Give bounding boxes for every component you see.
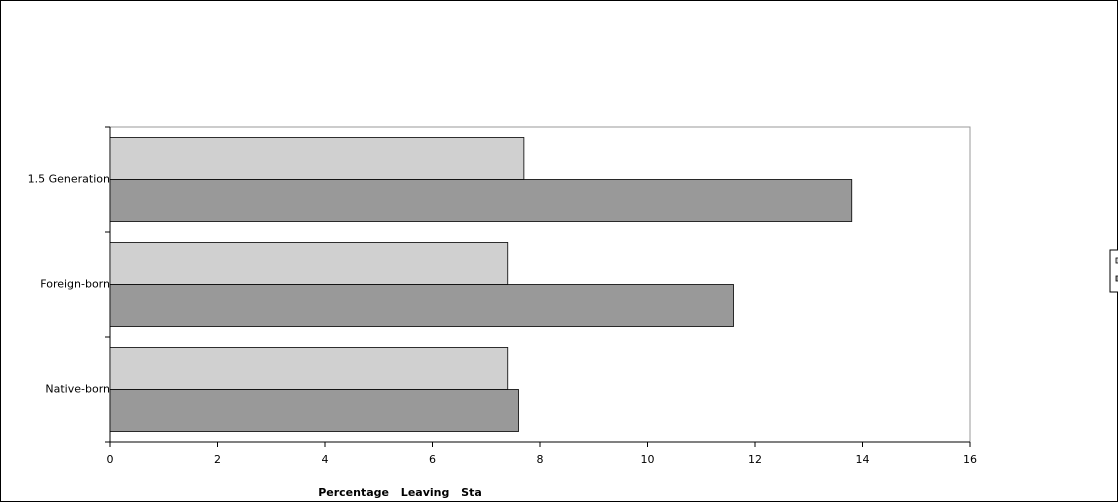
bar [109,137,525,180]
x-tick-label: 16 [963,453,977,466]
x-tick-label: 6 [429,453,436,466]
y-tick-label: Native-born [45,383,110,396]
bar [109,347,509,390]
x-tick-label: 8 [537,453,544,466]
x-tick-label: 0 [107,453,114,466]
bar [109,242,509,285]
x-tick-label: 12 [748,453,762,466]
legend-swatch [1115,257,1118,264]
x-tick-label: 10 [641,453,655,466]
y-tick-label: 1.5 Generation [28,173,110,186]
x-tick-label: 4 [322,453,329,466]
legend-swatch [1115,275,1118,282]
x-axis-title: Percentage Leaving Sta [318,486,482,499]
y-tick-label: Foreign-born [40,278,110,291]
bar [109,389,519,432]
legend-box [1109,249,1118,293]
bar [109,179,853,222]
bar [109,284,734,327]
x-tick-label: 2 [214,453,221,466]
x-tick-label: 14 [856,453,870,466]
